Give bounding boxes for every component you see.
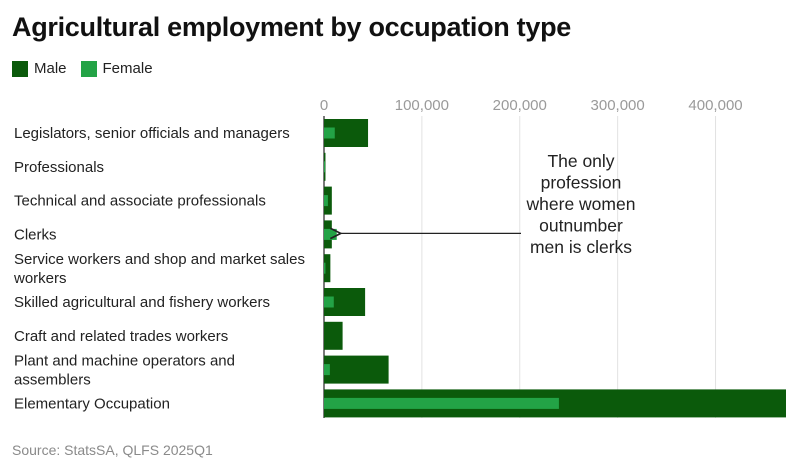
bar-female bbox=[324, 397, 559, 409]
legend-label-male: Male bbox=[34, 60, 67, 77]
legend-item-female: Female bbox=[80, 60, 153, 77]
bar-female bbox=[324, 127, 335, 139]
source-note: Source: StatsSA, QLFS 2025Q1 bbox=[12, 442, 213, 458]
bar-female bbox=[324, 195, 328, 207]
bar-female bbox=[324, 296, 334, 308]
legend: Male Female bbox=[12, 60, 167, 77]
legend-swatch-male bbox=[12, 60, 28, 77]
category-label: Plant and machine operators and bbox=[14, 353, 235, 370]
legend-label-female: Female bbox=[102, 60, 153, 77]
bar-male bbox=[324, 321, 343, 350]
annotation-text: profession bbox=[541, 173, 622, 193]
bar-male bbox=[324, 355, 389, 384]
bar-female bbox=[324, 364, 330, 376]
bar-male bbox=[324, 254, 331, 283]
legend-swatch-female bbox=[80, 60, 97, 77]
x-tick-label: 400,000 bbox=[688, 97, 742, 114]
bar-female bbox=[324, 262, 326, 274]
annotation-text: The only bbox=[547, 151, 614, 171]
category-label: Elementary Occupation bbox=[14, 395, 170, 412]
bar-female bbox=[324, 161, 325, 173]
bar-female bbox=[324, 228, 337, 240]
category-label: Professionals bbox=[14, 159, 104, 176]
category-label: workers bbox=[13, 270, 67, 287]
x-tick-label: 300,000 bbox=[591, 97, 645, 114]
category-label: assemblers bbox=[14, 372, 91, 389]
legend-item-male: Male bbox=[12, 60, 67, 77]
category-label: Craft and related trades workers bbox=[14, 328, 228, 345]
annotation-text: outnumber bbox=[539, 216, 623, 236]
x-tick-label: 100,000 bbox=[395, 97, 449, 114]
x-tick-label: 0 bbox=[320, 97, 328, 114]
category-label: Clerks bbox=[14, 226, 57, 243]
category-label: Skilled agricultural and fishery workers bbox=[14, 294, 270, 311]
x-tick-label: 200,000 bbox=[493, 97, 547, 114]
category-label: Service workers and shop and market sale… bbox=[14, 251, 305, 268]
category-label: Technical and associate professionals bbox=[14, 193, 266, 210]
category-label: Legislators, senior officials and manage… bbox=[14, 125, 290, 142]
chart-title: Agricultural employment by occupation ty… bbox=[12, 12, 571, 42]
annotation-text: men is clerks bbox=[530, 237, 632, 257]
annotation-text: where women bbox=[526, 194, 636, 214]
